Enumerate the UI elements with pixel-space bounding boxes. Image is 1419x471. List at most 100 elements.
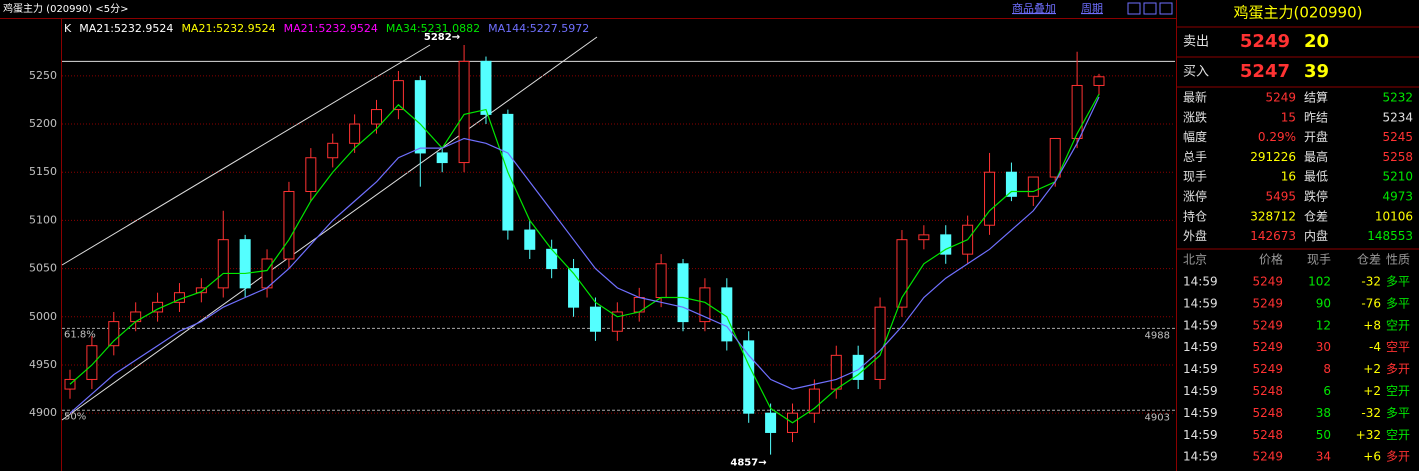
ma-legend: MA21:5232.9524 (284, 22, 378, 35)
candle-body (305, 157, 317, 192)
stat-label: 最高 (1304, 149, 1328, 164)
tick-cell: 30 (1316, 340, 1331, 354)
ma-legend: MA21:5232.9524 (79, 22, 173, 35)
stat-value: 10106 (1375, 209, 1413, 223)
candle-body (392, 80, 404, 111)
y-tick-label: 5150 (29, 165, 57, 178)
stat-value: 5495 (1265, 190, 1296, 204)
order-volume: 39 (1304, 61, 1329, 82)
ma-line (69, 96, 1100, 414)
candle-body (1005, 171, 1017, 197)
stat-value: 5245 (1382, 130, 1413, 144)
tick-cell: +8 (1363, 318, 1381, 332)
tick-cell: 5249 (1252, 450, 1283, 464)
stat-label: 内盘 (1304, 228, 1328, 243)
stat-label: 跌停 (1304, 189, 1328, 204)
tick-cell: 5249 (1252, 318, 1283, 332)
stat-label: 开盘 (1304, 129, 1328, 144)
stat-value: 0.29% (1258, 130, 1296, 144)
y-tick-label: 5000 (29, 310, 57, 323)
candle-body (436, 152, 448, 164)
stat-value: 5249 (1265, 91, 1296, 105)
stat-value: 16 (1281, 170, 1296, 184)
tick-cell: 14:59 (1183, 428, 1218, 442)
stat-value: 5210 (1382, 170, 1413, 184)
tick-cell: -32 (1361, 406, 1381, 420)
tick-cell: 38 (1316, 406, 1331, 420)
candle-body (677, 263, 689, 323)
nav-icon[interactable] (1127, 2, 1141, 15)
stat-value: 5232 (1382, 91, 1413, 105)
candle-body (721, 287, 733, 342)
y-tick-label: 5200 (29, 117, 57, 130)
stat-label: 持仓 (1183, 208, 1207, 223)
stat-label: 总手 (1183, 150, 1207, 164)
tick-cell: 6 (1323, 384, 1331, 398)
tick-cell: 12 (1316, 318, 1331, 332)
ticks-header: 现手 (1307, 253, 1331, 267)
stat-value: 148553 (1367, 229, 1413, 243)
period-button[interactable]: 周期 (1081, 2, 1103, 15)
nav-icon[interactable] (1159, 2, 1173, 15)
overlay-button[interactable]: 商品叠加 (1012, 1, 1056, 15)
tick-cell: 5248 (1252, 384, 1283, 398)
tick-cell: 空开 (1386, 428, 1410, 442)
stat-label: 最新 (1183, 90, 1207, 105)
candle-body (568, 268, 580, 308)
tick-cell: 5249 (1252, 362, 1283, 376)
stat-label: 外盘 (1183, 228, 1207, 243)
tick-cell: 14:59 (1183, 362, 1218, 376)
ma-legend: MA21:5232.9524 (181, 22, 275, 35)
channel-line (61, 44, 431, 266)
candle-body (327, 142, 339, 159)
price-annotation: 5282→ (424, 32, 460, 43)
candle-body (524, 229, 536, 250)
y-tick-label: 4900 (29, 406, 57, 419)
candle-body (655, 263, 667, 299)
candle-body (589, 306, 601, 332)
ticks-header: 北京 (1183, 253, 1207, 267)
candle-body (261, 258, 273, 289)
tick-cell: 14:59 (1183, 296, 1218, 310)
stat-label: 现手 (1183, 170, 1207, 184)
candle-body (1093, 76, 1105, 86)
level-ratio: 61.8% (64, 329, 96, 340)
candle-body (480, 60, 492, 115)
stat-label: 最低 (1304, 170, 1328, 184)
tick-cell: +2 (1363, 362, 1381, 376)
ma-legend: MA34:5231.0882 (386, 22, 480, 35)
channel-line (61, 36, 598, 421)
candle-body (611, 311, 623, 332)
candle-body (852, 354, 864, 380)
tick-cell: 14:59 (1183, 450, 1218, 464)
order-price: 5249 (1240, 31, 1290, 52)
ma-legend: MA144:5227.5972 (488, 22, 589, 35)
tick-cell: 8 (1323, 362, 1331, 376)
tick-cell: 34 (1316, 450, 1331, 464)
tick-cell: -4 (1369, 340, 1381, 354)
tick-cell: +32 (1356, 428, 1381, 442)
stat-value: 5258 (1382, 150, 1413, 164)
order-volume: 20 (1304, 31, 1329, 52)
stat-value: 142673 (1250, 229, 1296, 243)
tick-cell: 5248 (1252, 406, 1283, 420)
candle-body (830, 354, 842, 390)
candle-body (984, 171, 996, 226)
tick-cell: 5249 (1252, 296, 1283, 310)
candle-body (108, 321, 120, 347)
stat-label: 仓差 (1304, 209, 1328, 223)
candle-body (458, 60, 470, 164)
tick-cell: 空开 (1386, 318, 1410, 332)
window-title: 鸡蛋主力 (020990) <5分> (3, 2, 128, 15)
level-ratio: 50% (64, 411, 86, 422)
tick-cell: -76 (1361, 296, 1381, 310)
ticks-header: 仓差 (1357, 253, 1381, 267)
candle-body (808, 388, 820, 414)
tick-cell: 多开 (1386, 362, 1410, 376)
tick-cell: 14:59 (1183, 318, 1218, 332)
tick-cell: 14:59 (1183, 275, 1218, 289)
nav-icon[interactable] (1143, 2, 1157, 15)
stat-value: 328712 (1250, 209, 1296, 223)
